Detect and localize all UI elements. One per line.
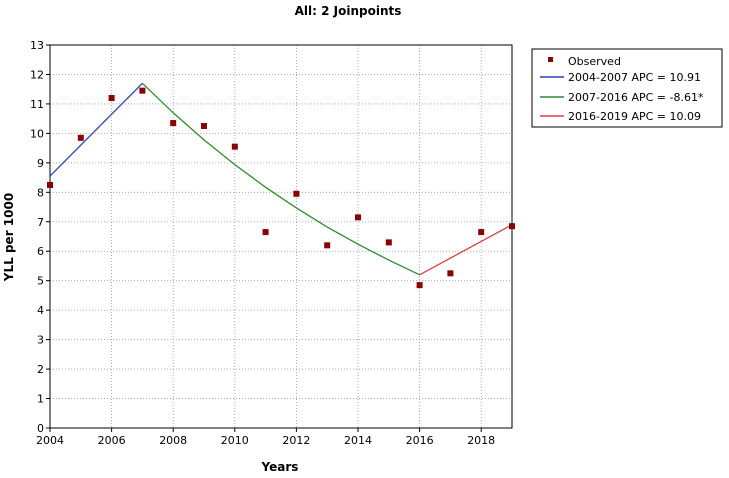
observed-point — [139, 87, 146, 94]
observed-point — [355, 214, 361, 221]
y-axis-label: YLL per 1000 — [2, 193, 16, 282]
y-tick-label: 9 — [37, 157, 44, 170]
observed-point — [77, 134, 84, 141]
observed-point — [201, 123, 207, 130]
legend-series-3-label: 2016-2019 APC = 10.09 — [568, 110, 701, 123]
observed-point — [447, 270, 454, 277]
x-tick-label: 2006 — [98, 434, 126, 447]
legend-series-1-label: 2004-2007 APC = 10.91 — [568, 71, 701, 84]
observed-point — [47, 181, 53, 188]
trend-line-3 — [419, 224, 513, 276]
trend-lines — [49, 82, 513, 276]
observed-point — [509, 223, 515, 230]
trend-line-2 — [141, 82, 420, 276]
observed-point — [293, 190, 300, 197]
y-tick-label: 12 — [30, 68, 44, 81]
x-tick-label: 2016 — [406, 434, 434, 447]
y-tick-label: 1 — [37, 393, 44, 406]
x-tick-label: 2012 — [282, 434, 310, 447]
y-tick-label: 3 — [37, 334, 44, 347]
y-tick-label: 0 — [37, 422, 44, 435]
x-tick-label: 2018 — [467, 434, 495, 447]
observed-points — [47, 87, 515, 289]
legend-observed-marker — [548, 57, 553, 62]
y-tick-label: 8 — [37, 186, 44, 199]
y-tick-label: 13 — [30, 39, 44, 52]
legend-box — [531, 48, 723, 128]
y-tick-label: 7 — [37, 216, 44, 229]
x-axis: 2004 2006 2008 2010 2012 2014 2016 2018 — [36, 428, 495, 447]
observed-point — [478, 229, 485, 236]
y-tick-label: 6 — [37, 245, 44, 258]
observed-point — [170, 120, 177, 127]
observed-point — [324, 242, 331, 249]
y-tick-label: 11 — [30, 98, 44, 111]
chart-title: All: 2 Joinpoints — [295, 4, 402, 18]
observed-point — [385, 239, 392, 246]
observed-point — [416, 282, 423, 289]
y-tick-label: 10 — [30, 127, 44, 140]
x-tick-label: 2010 — [221, 434, 249, 447]
grid — [49, 44, 512, 429]
legend-series-2-label: 2007-2016 APC = -8.61* — [568, 91, 704, 104]
x-axis-label: Years — [261, 460, 299, 474]
legend: Observed 2004-2007 APC = 10.91 2007-2016… — [531, 48, 723, 128]
y-tick-label: 2 — [37, 363, 44, 376]
observed-point — [231, 143, 238, 150]
x-tick-label: 2008 — [159, 434, 187, 447]
legend-observed-label: Observed — [568, 55, 621, 68]
x-tick-label: 2014 — [344, 434, 372, 447]
observed-point — [262, 229, 269, 236]
y-tick-label: 5 — [37, 275, 44, 288]
trend-line-1 — [49, 82, 143, 177]
x-tick-label: 2004 — [36, 434, 64, 447]
y-tick-label: 4 — [37, 304, 44, 317]
observed-point — [108, 95, 115, 102]
plot-area — [49, 44, 513, 429]
